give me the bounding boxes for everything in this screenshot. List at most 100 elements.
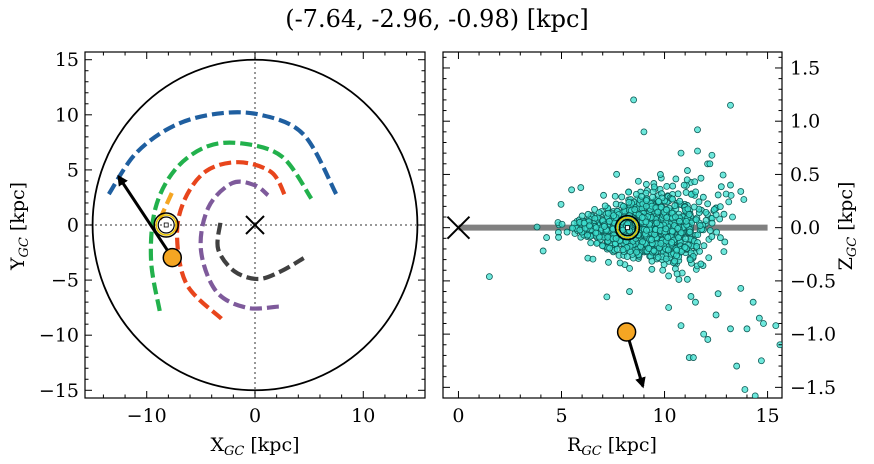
star-point — [665, 304, 673, 311]
star-point — [557, 200, 565, 208]
star-point — [631, 206, 639, 213]
rz-markers — [446, 214, 646, 389]
rz-x-axis-label: RGC [kpc] — [567, 434, 657, 459]
star-point — [669, 182, 677, 190]
rz-y-tick-labels: −1.5 −1.0 −0.5 0.0 0.5 1.0 1.5 — [790, 57, 836, 398]
star-point — [634, 177, 642, 185]
star-point — [555, 233, 562, 241]
star-point — [619, 246, 627, 254]
star-point — [699, 193, 707, 201]
star-point — [659, 266, 667, 274]
star-point — [674, 224, 682, 232]
star-point — [606, 244, 614, 252]
star-point — [676, 217, 683, 225]
star-point — [598, 242, 606, 250]
y-tick-label: 0.0 — [790, 217, 820, 239]
star-point — [673, 246, 681, 254]
star-point — [601, 202, 609, 210]
star-point — [613, 170, 621, 178]
star-point — [605, 217, 613, 225]
star-point — [694, 126, 701, 134]
star-point — [616, 259, 624, 267]
star-point — [568, 186, 576, 194]
star-point — [676, 197, 684, 205]
spiral-arm — [215, 222, 305, 282]
star-point — [691, 178, 699, 186]
star-point — [729, 213, 736, 221]
star-point — [737, 188, 745, 195]
star-point — [611, 192, 619, 200]
star-point — [626, 288, 633, 295]
star-point — [610, 212, 618, 220]
x-tick-label: 10 — [652, 405, 676, 427]
star-point — [719, 171, 727, 179]
galactic-center-marker — [245, 215, 265, 235]
star-point — [665, 272, 673, 280]
y-tick-label: 0 — [67, 215, 79, 237]
star-point — [613, 245, 621, 253]
star-point — [638, 214, 646, 221]
star-point — [740, 196, 748, 203]
y-tick-label: 15 — [55, 49, 79, 71]
star-point — [642, 180, 650, 188]
star-point — [638, 192, 646, 200]
star-point — [580, 219, 588, 227]
star-point — [755, 314, 763, 322]
star-point — [633, 248, 640, 256]
star-point — [682, 235, 690, 243]
star-point — [664, 234, 672, 241]
spiral-arm — [148, 140, 314, 312]
star-point — [657, 171, 664, 178]
star-point — [727, 325, 734, 333]
star-point — [757, 357, 765, 365]
star-point — [690, 203, 698, 211]
star-point — [668, 238, 676, 246]
star-point — [708, 233, 716, 240]
rz-y-axis-label: ZGC [kpc] — [835, 182, 860, 271]
star-point — [700, 242, 708, 250]
star-point — [681, 243, 689, 251]
y-tick-label: −1.5 — [790, 377, 836, 399]
star-point — [657, 239, 665, 247]
star-point — [727, 101, 734, 109]
rz-ticks — [443, 52, 782, 399]
star-point — [626, 264, 633, 272]
star-point — [684, 167, 691, 174]
star-point — [694, 147, 701, 155]
star-point — [600, 223, 608, 230]
star-point — [663, 214, 671, 222]
star-point — [743, 325, 751, 333]
star-point — [586, 222, 593, 230]
star-point — [653, 219, 661, 227]
y-tick-label: 1.0 — [790, 111, 820, 133]
star-point — [558, 220, 566, 228]
star-point — [712, 311, 720, 319]
star-point — [682, 217, 690, 225]
y-tick-label: 5 — [67, 159, 79, 181]
star-point — [714, 290, 722, 298]
star-point — [674, 190, 682, 198]
star-point — [672, 175, 680, 183]
star-point — [623, 253, 631, 261]
star-point — [663, 182, 671, 190]
x-tick-label: 0 — [249, 405, 261, 427]
star-point — [697, 174, 705, 182]
y-tick-label: 1.5 — [790, 57, 820, 79]
star-point — [700, 330, 708, 338]
x-tick-label: 5 — [555, 405, 567, 427]
star-point — [584, 231, 591, 239]
star-point — [669, 195, 677, 203]
spiral-arm — [107, 110, 339, 196]
xy-markers — [117, 174, 265, 268]
star-point — [749, 298, 757, 306]
star-point — [720, 210, 728, 218]
star-point — [657, 203, 665, 211]
star-point — [697, 260, 705, 268]
star-point — [720, 248, 728, 256]
star-point — [625, 198, 633, 206]
star-point — [706, 227, 714, 234]
star-point — [563, 228, 571, 236]
star-point — [760, 320, 767, 327]
star-point — [655, 198, 663, 205]
